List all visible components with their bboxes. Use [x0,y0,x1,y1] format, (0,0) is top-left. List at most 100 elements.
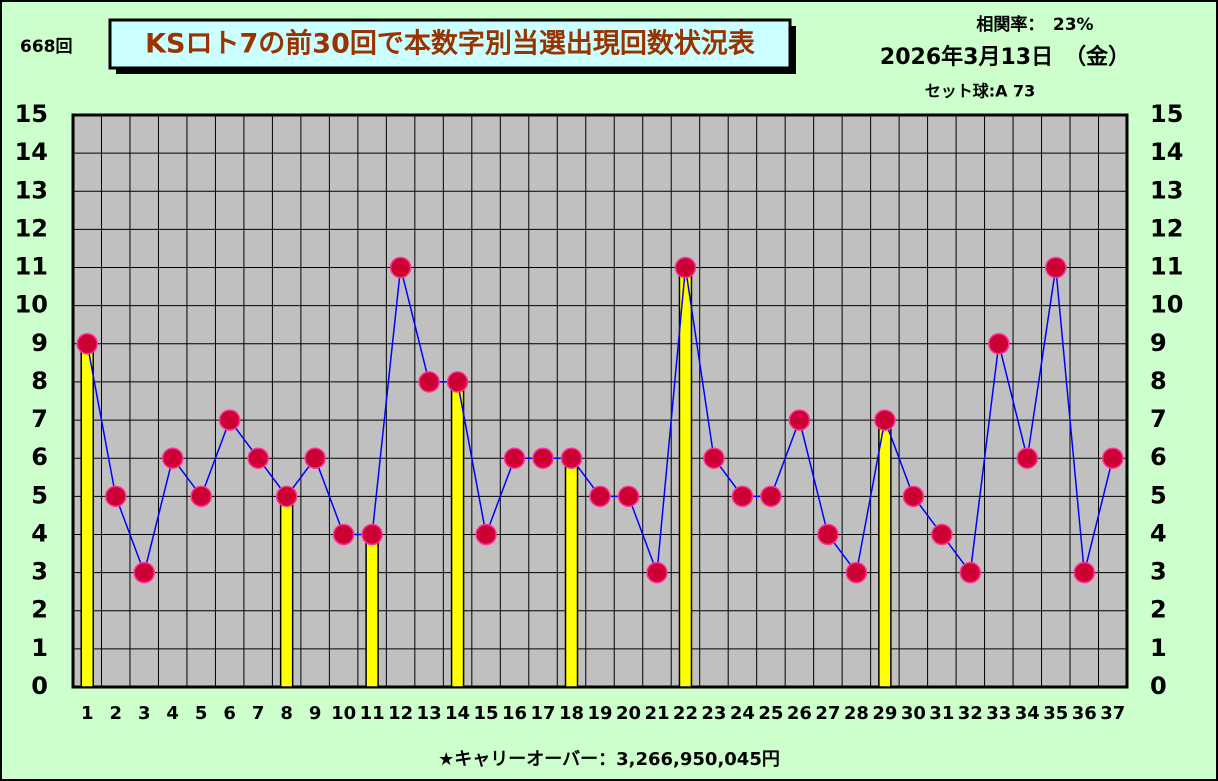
bar [365,533,379,688]
marker [361,523,383,546]
chart-title: KSロト7の前30回で本数字別当選出現回数状況表 [145,28,755,60]
marker [1102,447,1124,469]
bar [80,343,94,688]
x-tick-label: 14 [445,703,470,724]
y2-tick-label: 1 [1150,634,1167,662]
y-tick-label: 6 [31,443,48,471]
set-ball: セット球:A 73 [925,82,1036,101]
x-tick-label: 30 [901,703,926,724]
x-tick-label: 24 [730,703,755,724]
y-tick-label: 9 [31,329,48,357]
y-tick-label: 2 [31,596,48,624]
y-tick-label: 11 [15,253,48,281]
y-tick-label: 5 [31,481,48,509]
marker [104,485,127,508]
y-tick-label: 0 [31,672,48,700]
marker [475,523,497,546]
marker [617,485,640,508]
x-tick-label: 5 [195,703,208,724]
draw-number: 668回 [20,37,73,57]
marker [902,485,925,508]
x-tick-label: 26 [787,703,812,724]
marker [304,447,326,469]
bar [678,266,693,688]
marker [275,485,298,508]
y-tick-label: 3 [31,558,48,586]
y2-tick-label: 15 [1150,100,1183,128]
y-tick-label: 15 [15,100,48,128]
y2-tick-label: 11 [1150,253,1183,281]
x-tick-label: 34 [1015,703,1040,724]
y-tick-label: 8 [31,367,48,395]
carryover: ★キャリーオーバー：3,266,950,045円 [438,749,780,770]
x-tick-label: 6 [223,703,236,724]
y2-tick-label: 4 [1150,519,1167,547]
x-tick-label: 29 [872,703,897,724]
x-tick-label: 11 [360,703,385,724]
marker [817,523,839,546]
y2-tick-label: 14 [1150,138,1183,166]
x-tick-label: 10 [331,703,356,724]
x-tick-label: 33 [986,703,1011,724]
x-tick-label: 18 [559,703,584,724]
x-tick-label: 28 [844,703,869,724]
marker [1045,256,1067,279]
bar [878,419,892,688]
marker [446,371,469,393]
marker [560,447,583,469]
x-tick-label: 23 [701,703,726,724]
marker [589,485,611,508]
marker [845,561,868,584]
marker [874,409,896,431]
marker [988,333,1010,355]
y2-tick-label: 3 [1150,558,1167,586]
x-tick-label: 20 [616,703,641,724]
x-tick-label: 4 [166,703,179,724]
date: 2026年3月13日 （金） [880,44,1130,70]
correlation: 相関率： 23% [976,14,1093,35]
marker [161,447,184,469]
title-box [108,18,792,70]
x-tick-label: 9 [309,703,322,724]
marker [646,561,668,584]
marker [959,561,982,584]
marker [389,256,412,279]
marker [931,523,953,546]
bar [279,495,294,688]
y2-tick-label: 10 [1150,291,1183,319]
x-tick-label: 12 [388,703,413,724]
x-tick-label: 37 [1100,703,1125,724]
y2-tick-label: 13 [1150,176,1183,204]
x-tick-label: 8 [280,703,293,724]
x-tick-label: 36 [1072,703,1097,724]
y-tick-label: 10 [15,291,48,319]
marker [247,447,269,469]
x-tick-label: 13 [417,703,442,724]
bar [564,457,579,688]
x-tick-label: 25 [758,703,783,724]
x-tick-label: 35 [1043,703,1068,724]
y-tick-label: 12 [15,214,48,242]
marker [788,409,811,431]
x-tick-label: 19 [587,703,612,724]
marker [418,371,440,393]
x-tick-label: 1 [81,703,94,724]
marker [332,523,355,546]
y-tick-label: 7 [31,405,48,433]
marker [703,447,725,469]
x-tick-label: 7 [252,703,265,724]
marker [731,485,754,508]
y-tick-label: 13 [15,176,48,204]
y2-tick-label: 7 [1150,405,1167,433]
y2-tick-label: 6 [1150,443,1167,471]
y2-tick-label: 5 [1150,481,1167,509]
marker [133,561,155,584]
plot-area [73,115,1127,687]
x-tick-label: 27 [815,703,840,724]
y-tick-label: 4 [31,519,48,547]
y2-tick-label: 12 [1150,214,1183,242]
x-tick-label: 32 [958,703,983,724]
marker [76,333,98,355]
y2-tick-label: 0 [1150,672,1167,700]
